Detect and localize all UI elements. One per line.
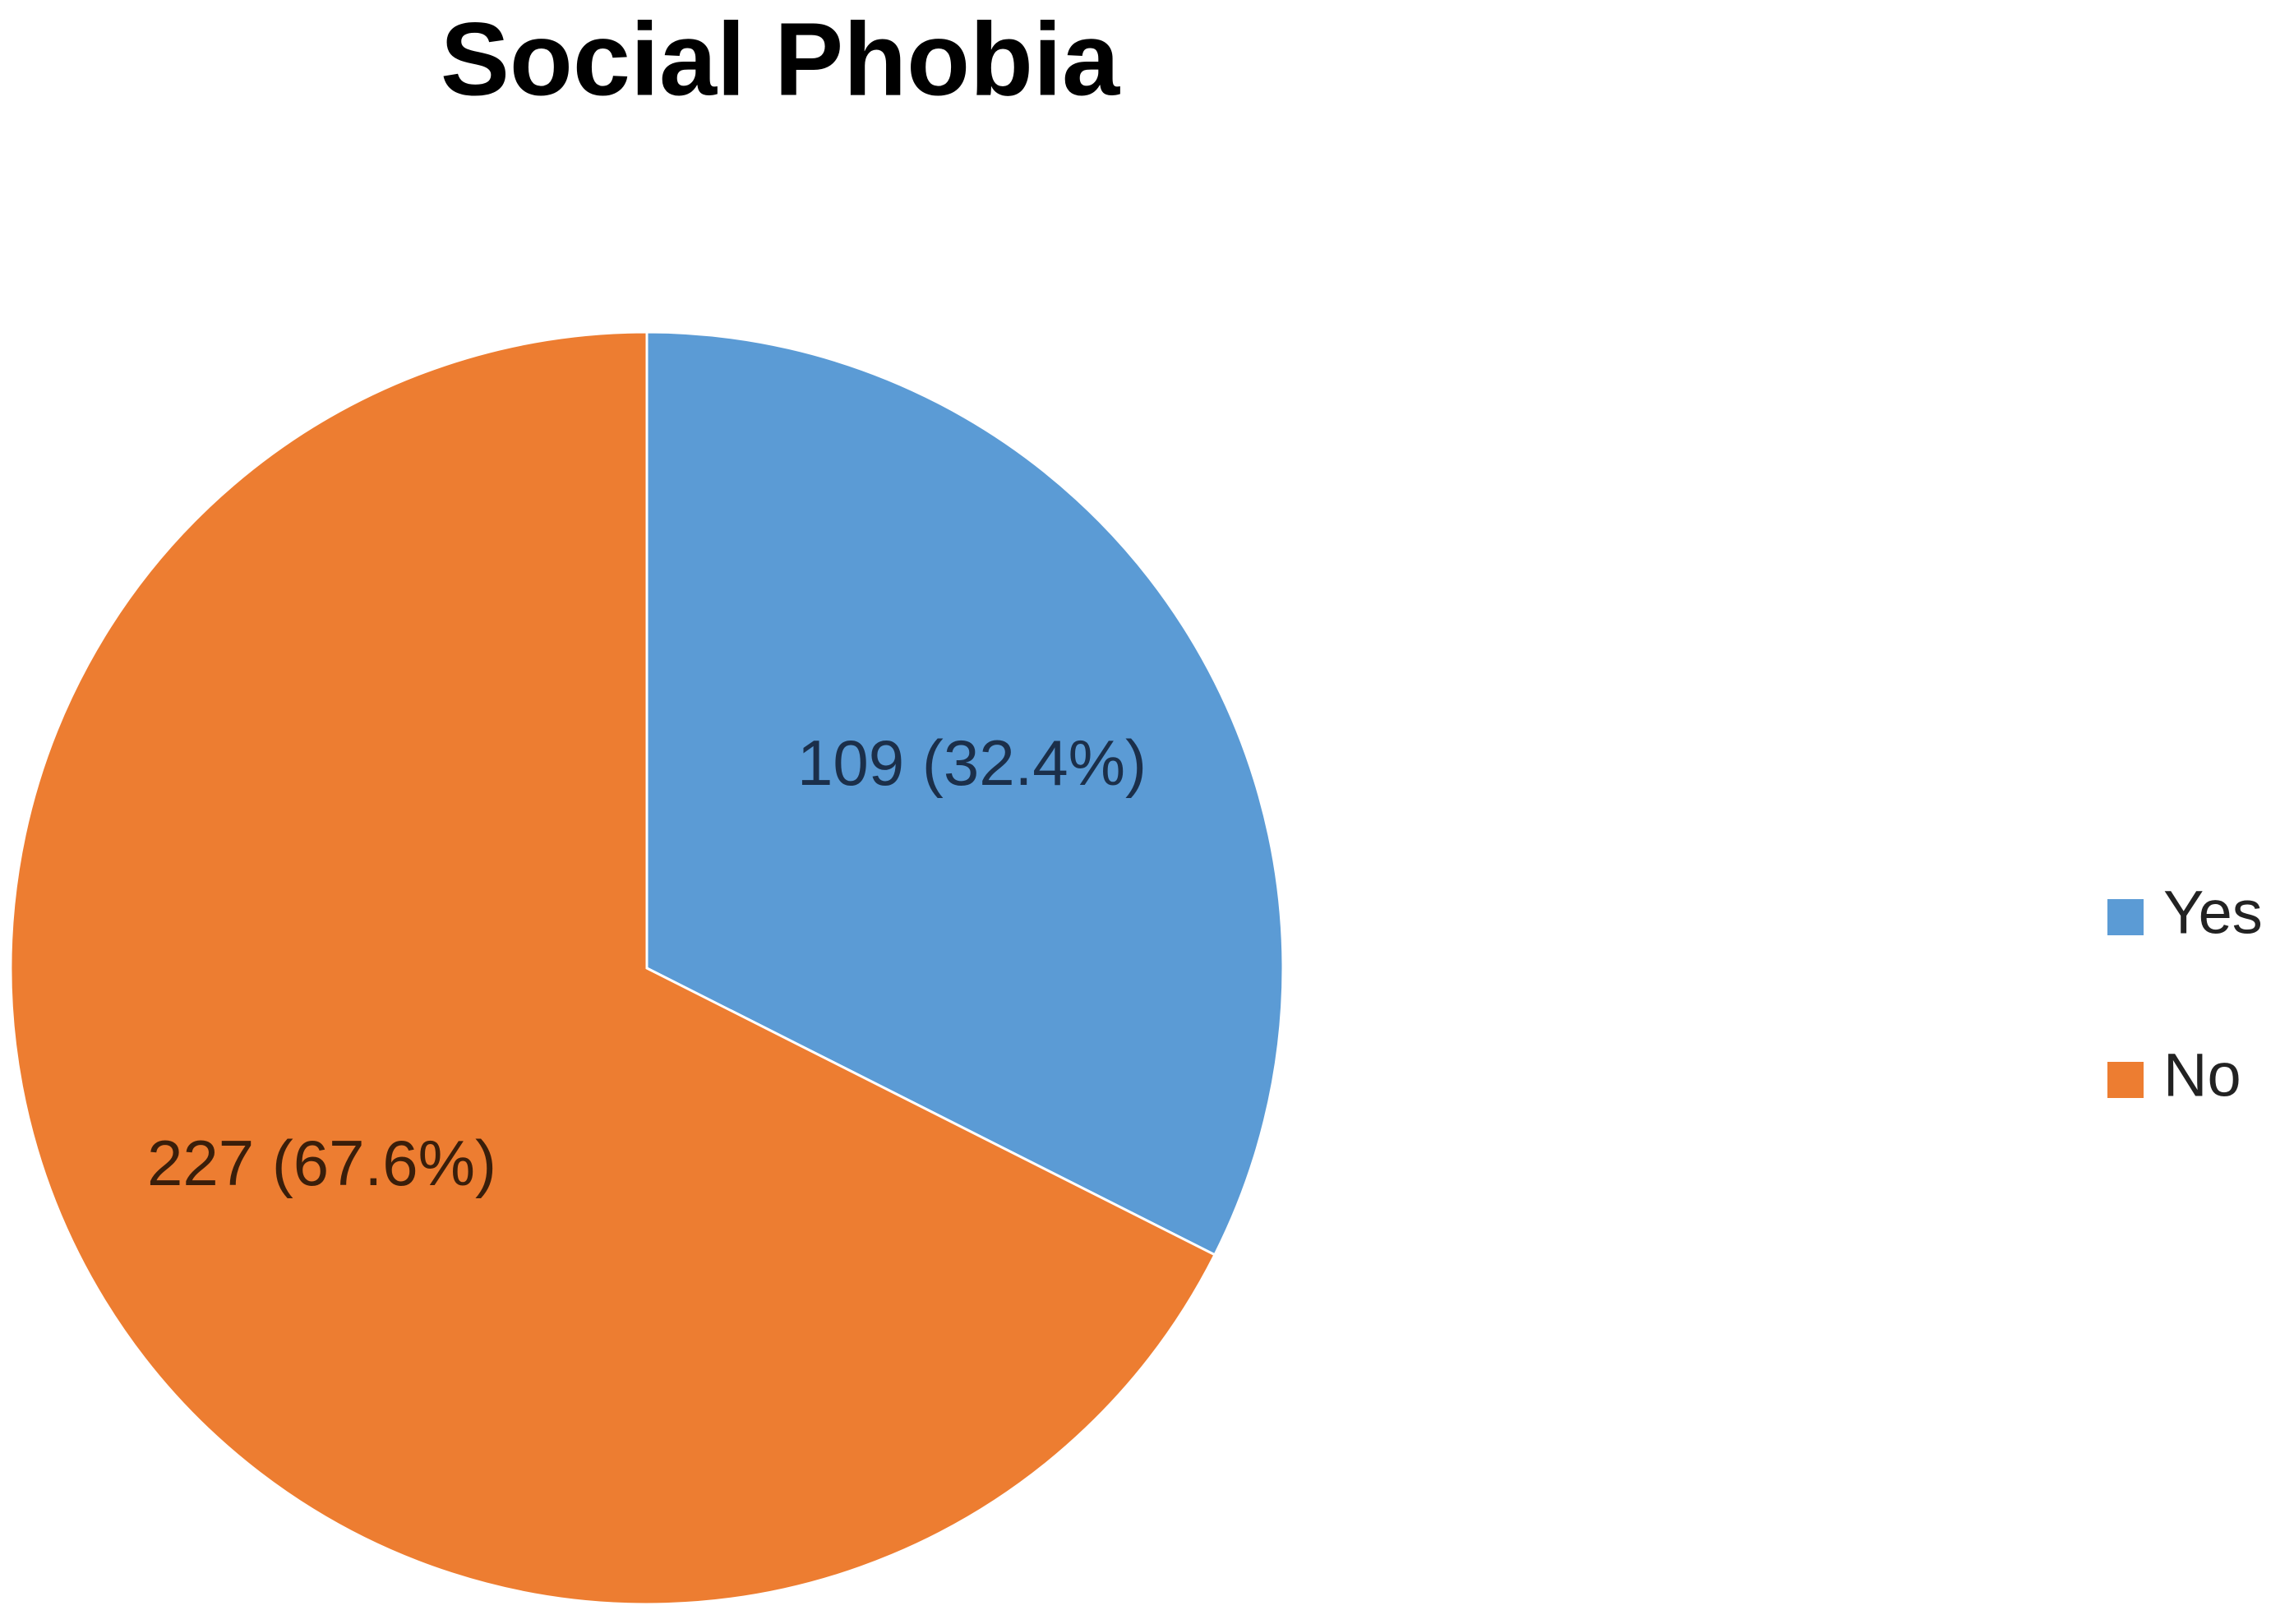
chart-title: Social Phobia	[441, 1, 1120, 117]
data-label: 109 (32.4%)	[797, 727, 1147, 799]
legend-label: No	[2163, 1041, 2241, 1110]
data-label: 227 (67.6%)	[147, 1127, 496, 1199]
legend-swatch	[2107, 899, 2144, 935]
legend-label: Yes	[2163, 879, 2263, 947]
pie-slice	[9, 330, 1216, 1606]
legend-swatch	[2107, 1062, 2144, 1098]
pie-slice	[645, 330, 1285, 1257]
